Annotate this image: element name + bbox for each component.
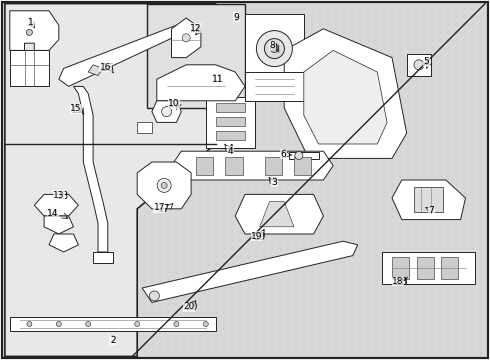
Circle shape xyxy=(174,321,179,327)
Text: 2: 2 xyxy=(110,335,116,345)
Polygon shape xyxy=(34,194,78,216)
Text: 18: 18 xyxy=(396,276,408,287)
Text: 14: 14 xyxy=(47,209,59,219)
Polygon shape xyxy=(196,157,213,175)
Text: 10: 10 xyxy=(168,99,180,108)
Text: 6: 6 xyxy=(280,149,286,159)
Polygon shape xyxy=(44,216,74,234)
Text: 12: 12 xyxy=(190,23,202,32)
Text: 6: 6 xyxy=(280,150,286,158)
Text: 2: 2 xyxy=(110,336,116,345)
Polygon shape xyxy=(74,86,108,252)
Text: 8: 8 xyxy=(271,42,277,53)
Polygon shape xyxy=(216,103,245,112)
Text: 4: 4 xyxy=(227,144,233,154)
Circle shape xyxy=(157,179,171,192)
Circle shape xyxy=(256,31,293,67)
Polygon shape xyxy=(416,257,434,279)
Circle shape xyxy=(135,321,140,327)
Polygon shape xyxy=(172,18,201,58)
Polygon shape xyxy=(414,187,443,212)
Circle shape xyxy=(270,45,278,53)
Circle shape xyxy=(265,39,284,59)
Text: 18: 18 xyxy=(392,277,404,286)
Circle shape xyxy=(162,107,172,117)
Polygon shape xyxy=(392,257,409,279)
Circle shape xyxy=(26,30,32,35)
Polygon shape xyxy=(392,180,465,220)
Text: 13: 13 xyxy=(53,191,65,199)
Text: 14: 14 xyxy=(47,209,59,217)
Polygon shape xyxy=(289,152,318,159)
Polygon shape xyxy=(10,50,49,86)
Polygon shape xyxy=(142,241,358,302)
Circle shape xyxy=(27,321,32,327)
Polygon shape xyxy=(10,11,59,50)
Circle shape xyxy=(161,183,167,188)
Text: 13: 13 xyxy=(57,191,69,201)
Polygon shape xyxy=(216,117,245,126)
Text: 11: 11 xyxy=(212,75,224,84)
Polygon shape xyxy=(225,157,243,175)
Circle shape xyxy=(149,291,159,301)
Text: 5: 5 xyxy=(423,57,429,67)
Polygon shape xyxy=(10,317,216,331)
Polygon shape xyxy=(152,101,181,122)
Polygon shape xyxy=(88,65,103,76)
Polygon shape xyxy=(235,194,323,234)
Text: 20: 20 xyxy=(183,302,195,311)
Text: 10: 10 xyxy=(168,99,180,109)
Text: 7: 7 xyxy=(428,206,434,216)
Circle shape xyxy=(86,321,91,327)
Polygon shape xyxy=(59,25,176,86)
Text: 7: 7 xyxy=(428,206,434,215)
Circle shape xyxy=(56,321,61,327)
Polygon shape xyxy=(5,4,216,356)
Polygon shape xyxy=(157,65,245,101)
Polygon shape xyxy=(137,122,152,133)
Text: 1: 1 xyxy=(27,18,33,28)
Text: 9: 9 xyxy=(233,13,239,22)
Polygon shape xyxy=(407,54,431,76)
Polygon shape xyxy=(49,234,78,252)
Text: 17: 17 xyxy=(158,204,171,214)
Text: 1: 1 xyxy=(27,18,33,27)
Polygon shape xyxy=(245,14,304,101)
Polygon shape xyxy=(245,72,304,101)
Polygon shape xyxy=(172,151,333,180)
Text: 17: 17 xyxy=(153,203,165,212)
Text: 12: 12 xyxy=(190,24,202,34)
Text: 15: 15 xyxy=(71,105,84,115)
Polygon shape xyxy=(206,97,255,148)
Polygon shape xyxy=(216,131,245,140)
Polygon shape xyxy=(304,50,387,144)
Polygon shape xyxy=(382,252,475,284)
Text: 16: 16 xyxy=(102,63,114,73)
Circle shape xyxy=(295,152,303,159)
Polygon shape xyxy=(441,257,458,279)
Text: 16: 16 xyxy=(99,63,111,72)
Text: 19: 19 xyxy=(254,232,266,242)
Text: 4: 4 xyxy=(227,147,233,156)
Text: 15: 15 xyxy=(70,104,82,113)
Text: 19: 19 xyxy=(251,232,263,241)
Text: 5: 5 xyxy=(423,57,429,66)
Polygon shape xyxy=(294,157,311,175)
Circle shape xyxy=(203,321,208,327)
Text: 3: 3 xyxy=(271,177,277,186)
Text: 3: 3 xyxy=(271,177,277,187)
Polygon shape xyxy=(284,29,407,158)
Text: 9: 9 xyxy=(233,13,239,23)
Text: 20: 20 xyxy=(185,302,197,312)
Text: 8: 8 xyxy=(270,41,275,50)
Circle shape xyxy=(182,34,190,42)
Polygon shape xyxy=(137,162,191,209)
Polygon shape xyxy=(265,157,282,175)
Polygon shape xyxy=(147,4,245,108)
Polygon shape xyxy=(93,252,113,263)
Text: 11: 11 xyxy=(212,74,224,84)
Polygon shape xyxy=(260,202,294,227)
Circle shape xyxy=(414,60,424,70)
